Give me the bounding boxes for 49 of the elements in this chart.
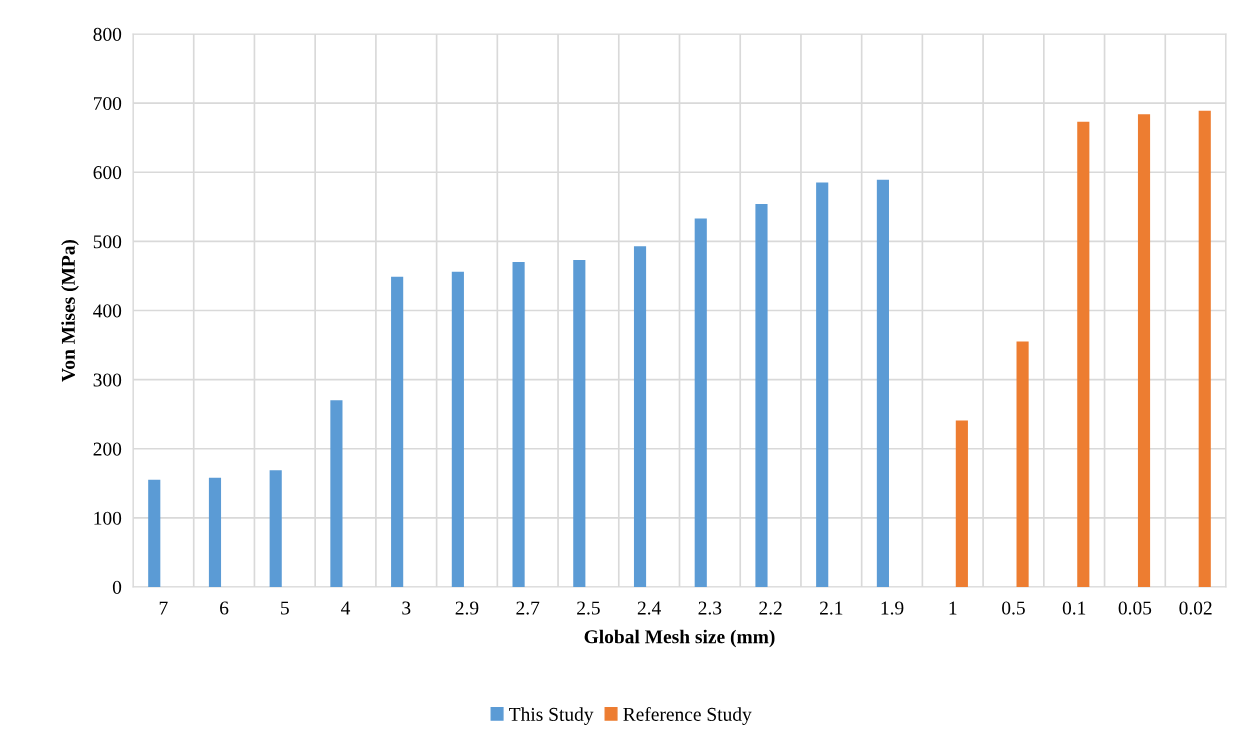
bar — [573, 260, 586, 587]
legend-label: This Study — [509, 707, 594, 725]
bar — [451, 271, 464, 587]
y-tick-label: 600 — [93, 166, 122, 180]
bar — [1077, 121, 1090, 587]
bar — [148, 479, 161, 587]
x-tick-label: 0.1 — [1062, 601, 1086, 615]
x-tick-label: 0.05 — [1118, 601, 1152, 615]
x-tick-label: 3 — [402, 601, 411, 615]
x-tick-label: 7 — [159, 601, 168, 615]
y-tick-label: 0 — [112, 580, 122, 594]
x-tick-label: 0.02 — [1179, 601, 1212, 615]
y-tick-label: 800 — [93, 27, 122, 41]
bar — [330, 400, 343, 587]
x-tick-label: 2.3 — [698, 601, 722, 615]
x-tick-label: 2.2 — [759, 601, 782, 615]
bar — [208, 477, 222, 587]
bar — [633, 246, 647, 587]
bar — [1016, 341, 1029, 587]
y-tick-label: 700 — [94, 96, 122, 111]
bar — [391, 276, 404, 587]
bar — [269, 470, 282, 587]
bar — [1137, 114, 1151, 587]
bar — [512, 262, 525, 587]
bar — [1198, 110, 1211, 587]
y-tick-label: 100 — [94, 511, 122, 525]
bar — [694, 218, 707, 587]
x-tick-label: 6 — [220, 601, 229, 615]
bar — [955, 420, 968, 587]
bar — [876, 179, 889, 587]
bar — [755, 204, 768, 587]
x-tick-label: 2.1 — [820, 601, 843, 615]
x-tick-label: 2.5 — [577, 601, 600, 615]
x-tick-label: 2.7 — [516, 601, 540, 615]
y-tick-label: 200 — [93, 442, 122, 456]
x-tick-label: 4 — [341, 601, 351, 615]
x-tick-label: 1 — [949, 601, 957, 615]
y-tick-label: 400 — [93, 304, 122, 318]
bar — [816, 182, 829, 587]
x-tick-label: 5 — [281, 601, 289, 615]
x-tick-label: 2.4 — [637, 601, 661, 615]
legend-label: Reference Study — [623, 707, 752, 725]
x-tick-label: 2.9 — [455, 601, 479, 615]
y-tick-label: 300 — [93, 373, 122, 387]
x-tick-label: 1.9 — [881, 601, 904, 615]
x-tick-label: 0.5 — [1002, 601, 1025, 615]
y-tick-label: 500 — [93, 235, 122, 249]
x-axis-title: Global Mesh size (mm) — [584, 629, 775, 648]
y-axis-title: Von Mises (MPa) — [61, 239, 79, 382]
